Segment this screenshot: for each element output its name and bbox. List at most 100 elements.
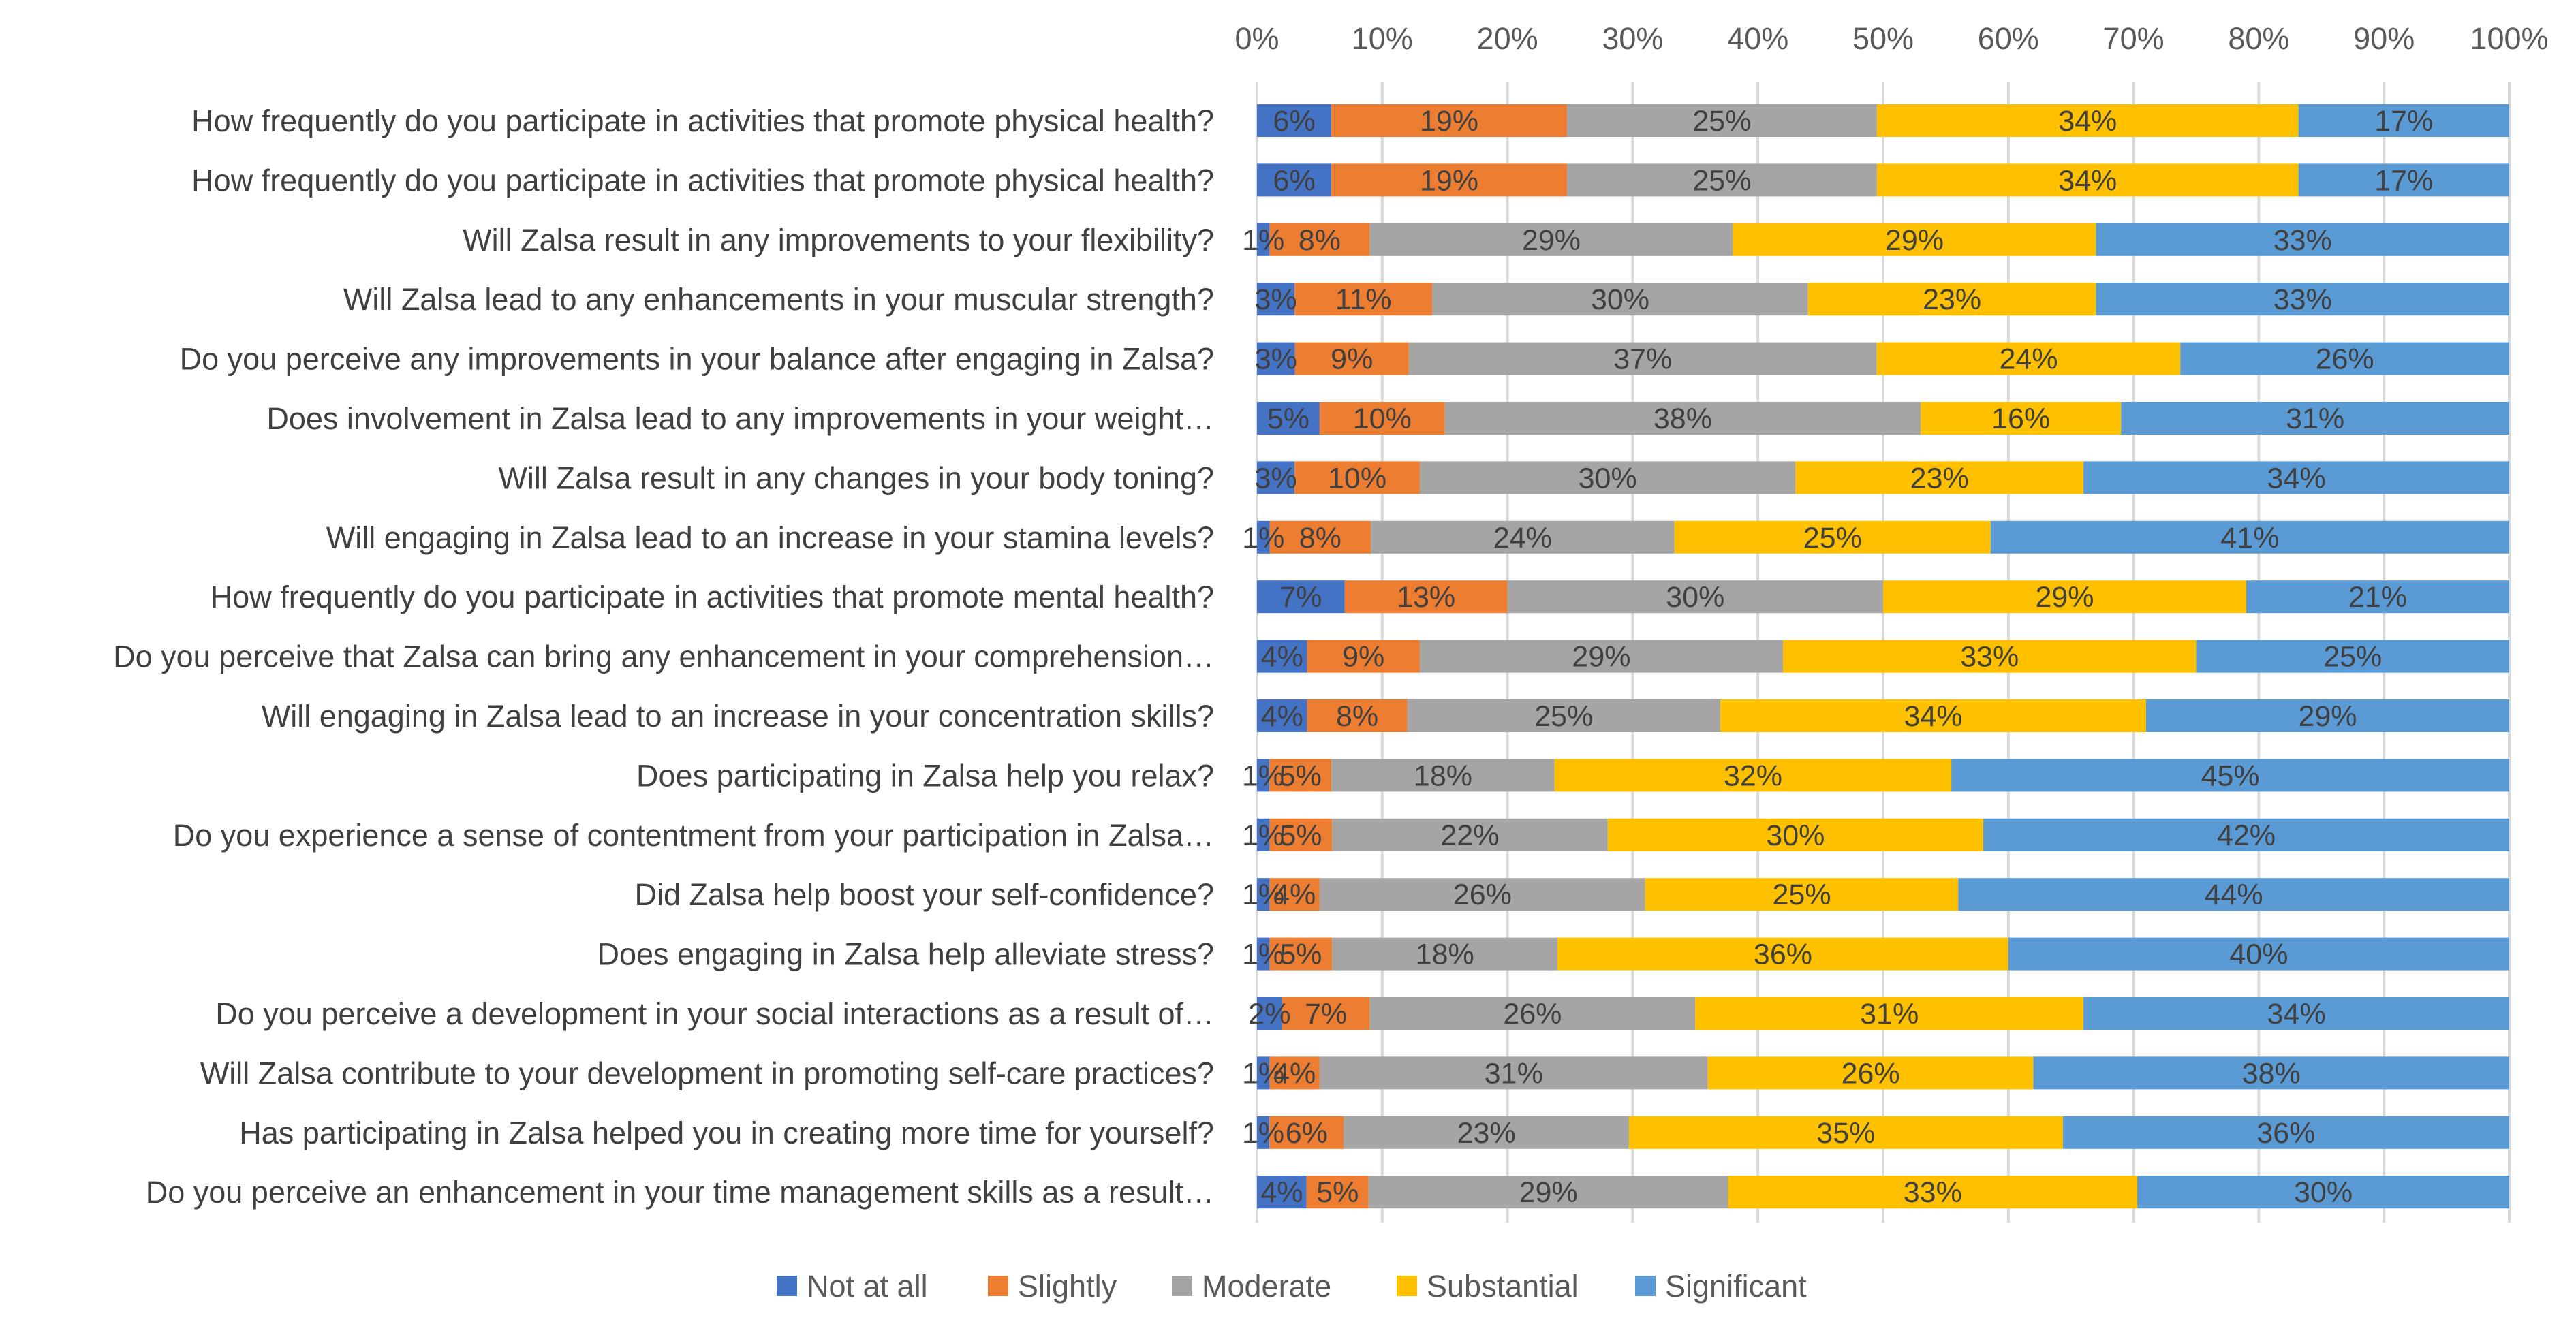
data-labels: 6% 19% 25% 34% 17% 6% 19% 25% 34% 17% 1% 8% 29% 29% 33… <box>1242 105 2433 1209</box>
bar-segment-significant <box>2096 223 2509 256</box>
data-label: 4% <box>1273 1057 1316 1090</box>
category-label: Does engaging in Zalsa help alleviate st… <box>597 937 1214 972</box>
data-label: 18% <box>1414 759 1472 792</box>
category-label: Will Zalsa result in any improvements to… <box>463 223 1214 257</box>
bar-segment-substantial <box>1707 1056 2034 1090</box>
data-label: 34% <box>2267 998 2326 1030</box>
x-tick-label: 40% <box>1727 21 1788 56</box>
data-label: 1% <box>1242 759 1284 792</box>
data-label: 2% <box>1248 998 1290 1030</box>
category-label: Do you experience a sense of contentment… <box>173 818 1214 853</box>
category-label: Did Zalsa help boost your self-confidenc… <box>635 877 1214 912</box>
data-label: 34% <box>1904 700 1962 733</box>
bar-segment-moderate <box>1419 640 1783 673</box>
bar-segment-not-at-all <box>1257 997 1282 1030</box>
bar-segment-substantial <box>1557 937 2008 971</box>
bar-segment-moderate <box>1407 699 1721 732</box>
bar-segment-substantial <box>1807 283 2096 316</box>
data-label: 16% <box>1991 403 2050 435</box>
x-tick-label: 0% <box>1235 21 1279 56</box>
bar-segment-slightly <box>1307 640 1420 673</box>
bar-segment-slightly <box>1331 104 1567 137</box>
bar-segment-slightly <box>1294 283 1433 316</box>
bar-segment-significant <box>1983 818 2509 851</box>
bar-segment-moderate <box>1319 878 1645 911</box>
data-label: 24% <box>1999 343 2058 376</box>
data-label: 5% <box>1279 819 1322 852</box>
bar-segment-significant <box>1990 520 2509 554</box>
data-label: 8% <box>1336 700 1378 733</box>
data-label: 26% <box>1503 998 1562 1030</box>
data-label: 34% <box>2267 462 2326 494</box>
data-label: 30% <box>1666 581 1724 614</box>
bar-segment-significant <box>2083 997 2509 1030</box>
category-label: Will Zalsa lead to any enhancements in y… <box>343 282 1214 317</box>
data-label: 5% <box>1279 939 1322 971</box>
data-label: 3% <box>1254 283 1297 316</box>
x-axis-ticks: 0% 10% 20% 30% 40% 50% 60% 70% 80% 90% 100% <box>1235 21 2548 56</box>
bar-segment-significant <box>2033 1056 2509 1090</box>
data-label: 45% <box>2201 759 2260 792</box>
category-label: Do you perceive that Zalsa can bring any… <box>113 640 1214 674</box>
data-label: 38% <box>2242 1057 2301 1090</box>
x-tick-label: 60% <box>1978 21 2039 56</box>
legend: Not at all Slightly Moderate Substantial Sig… <box>777 1269 1807 1304</box>
data-label: 6% <box>1273 105 1316 138</box>
x-tick-label: 80% <box>2228 21 2289 56</box>
category-label: Will Zalsa contribute to your developmen… <box>200 1056 1214 1090</box>
bar-segment-moderate <box>1319 1056 1708 1090</box>
bar-segment-slightly <box>1269 937 1333 971</box>
data-label: 5% <box>1267 403 1309 435</box>
category-label: Has participating in Zalsa helped you in… <box>239 1116 1214 1150</box>
category-label: Does participating in Zalsa help you rel… <box>636 758 1214 793</box>
category-label: Will engaging in Zalsa lead to an increa… <box>326 520 1214 555</box>
bar-segment-significant <box>2008 937 2509 971</box>
data-label: 1% <box>1242 1117 1284 1150</box>
bar-segment-moderate <box>1331 759 1555 792</box>
bar-segment-substantial <box>1921 402 2122 435</box>
data-label: 21% <box>2348 581 2407 614</box>
data-label: 8% <box>1299 224 1341 257</box>
bar-segment-not-at-all <box>1257 342 1295 375</box>
bar-segment-slightly <box>1269 759 1332 792</box>
x-tick-label: 20% <box>1477 21 1538 56</box>
data-label: 9% <box>1342 641 1384 674</box>
bar-segment-substantial <box>1554 759 1952 792</box>
data-label: 29% <box>1885 224 1944 257</box>
bar-segment-slightly <box>1269 520 1371 554</box>
data-label: 36% <box>1754 939 1812 971</box>
legend-swatch <box>777 1276 797 1296</box>
data-label: 19% <box>1420 164 1478 197</box>
bar-segment-significant <box>2137 1176 2509 1209</box>
category-label: Do you perceive an enhancement in your t… <box>146 1175 1214 1210</box>
data-label: 40% <box>2229 939 2288 971</box>
bar-segment-significant <box>2246 580 2509 614</box>
bar-segment-slightly <box>1269 1116 1344 1149</box>
bar-segment-slightly <box>1269 1056 1320 1090</box>
data-label: 38% <box>1654 403 1712 435</box>
data-label: 31% <box>2286 403 2344 435</box>
bar-segment-not-at-all <box>1257 640 1307 673</box>
bar-segment-not-at-all <box>1257 283 1295 316</box>
bar-segment-substantial <box>1876 163 2299 197</box>
data-label: 26% <box>1453 879 1512 911</box>
bar-segment-moderate <box>1408 342 1877 375</box>
bar-segment-not-at-all <box>1257 520 1270 554</box>
category-labels: How frequently do you participate in act… <box>113 104 1214 1210</box>
data-label: 7% <box>1279 581 1322 614</box>
bar-segment-moderate <box>1432 283 1808 316</box>
bar-segment-slightly <box>1294 342 1409 375</box>
bar-segment-not-at-all <box>1257 402 1320 435</box>
bar-segment-not-at-all <box>1257 580 1345 614</box>
x-tick-label: 100% <box>2470 21 2548 56</box>
bar-segment-slightly <box>1269 818 1333 851</box>
data-label: 23% <box>1923 283 1981 316</box>
bar-segment-significant <box>2083 461 2509 494</box>
bar-segment-substantial <box>1607 818 1984 851</box>
bar-segment-substantial <box>1876 342 2181 375</box>
data-label: 37% <box>1613 343 1672 376</box>
bars <box>1257 104 2509 1209</box>
bar-segment-substantial <box>1883 580 2247 614</box>
data-label: 1% <box>1242 1057 1284 1090</box>
bar-segment-moderate <box>1332 818 1608 851</box>
